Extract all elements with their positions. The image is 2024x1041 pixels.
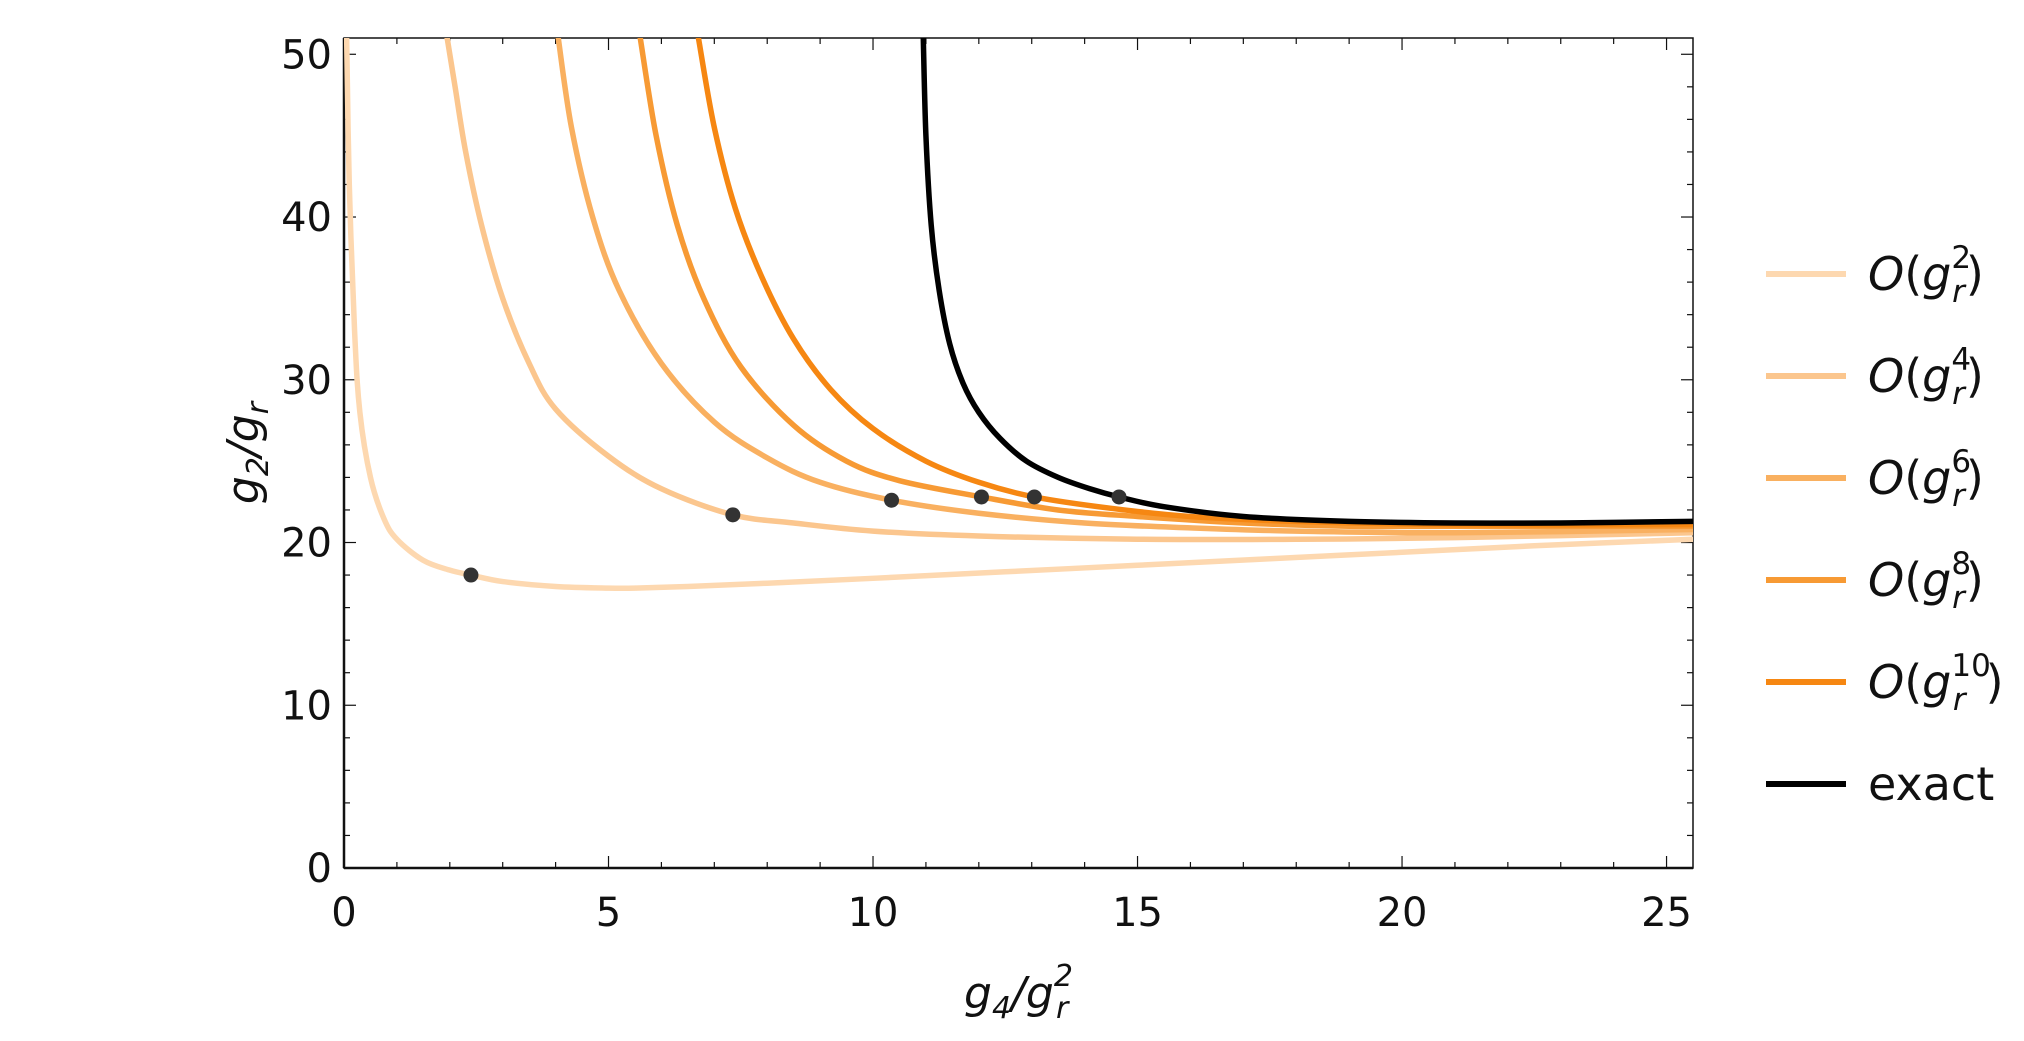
legend-item: O(g4 r): [1766, 342, 1984, 412]
data-marker: [1026, 489, 1042, 505]
y-tick-label: 40: [281, 195, 332, 241]
legend-label: exact: [1868, 757, 1994, 811]
legend-item: O(g6 r): [1766, 444, 1984, 514]
data-marker: [1111, 489, 1127, 505]
x-axis-label: g4/g2 r: [964, 959, 1073, 1026]
legend-item: O(g8 r): [1766, 546, 1984, 616]
x-tick-label: 20: [1377, 890, 1428, 936]
series-line-1: [344, 38, 1693, 592]
y-tick-label: 50: [281, 32, 332, 78]
y-tick-label: 30: [281, 358, 332, 404]
plot-frame: [342, 37, 1694, 870]
data-markers: [463, 489, 1127, 583]
axis-labels: g4/g2 r g2/gr: [218, 400, 1073, 1026]
series-line-4: [637, 38, 1693, 530]
legend: O(g2 r) O(g4 r) O(g6 r) O(g8 r) O(g10 r) exact: [1766, 240, 2004, 811]
series-line-5: [695, 38, 1693, 528]
data-marker: [884, 492, 900, 508]
x-tick-label: 5: [596, 890, 621, 936]
series-lines: [344, 38, 1693, 592]
axis-ticks: 0 5 10 15 20 25 0 10 20 30 40 50: [281, 32, 1693, 936]
x-tick-label: 25: [1641, 890, 1692, 936]
x-tick-label: 0: [331, 890, 356, 936]
legend-label: O(g10 r): [1868, 648, 2004, 718]
legend-item: exact: [1766, 757, 1994, 811]
legend-item: O(g10 r): [1766, 648, 2004, 718]
data-marker: [463, 567, 479, 583]
series-line-2: [444, 38, 1693, 543]
data-marker: [725, 507, 741, 523]
legend-label: O(g4 r): [1868, 342, 1984, 412]
legend-label: O(g2 r): [1868, 240, 1984, 310]
y-tick-label: 20: [281, 521, 332, 567]
legend-label: O(g6 r): [1868, 444, 1984, 514]
x-tick-label: 15: [1112, 890, 1163, 936]
series-line-6: [920, 38, 1693, 526]
legend-label: O(g8 r): [1868, 546, 1984, 616]
series-line-3: [555, 38, 1693, 536]
y-axis-label: g2/gr: [218, 400, 276, 504]
data-marker: [973, 489, 989, 505]
x-tick-label: 10: [848, 890, 899, 936]
y-tick-label: 0: [307, 846, 332, 892]
legend-item: O(g2 r): [1766, 240, 1984, 310]
y-tick-label: 10: [281, 683, 332, 729]
